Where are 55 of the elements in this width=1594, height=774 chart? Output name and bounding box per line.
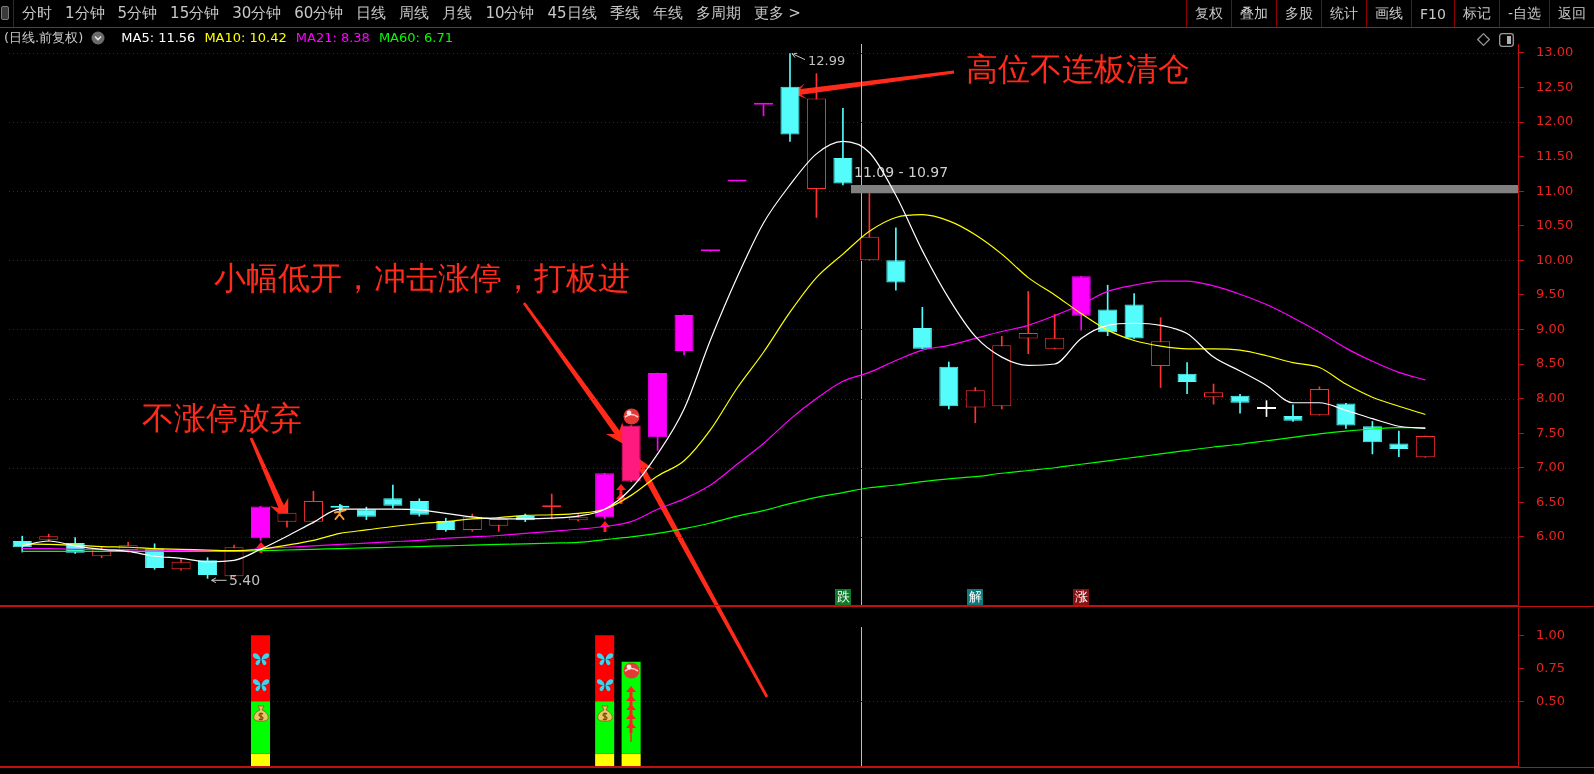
annotation: 跌 [835,589,851,605]
text: MA5: 11.56 [121,30,196,45]
text: 分时 [22,4,52,23]
annotation: 不涨停放弃 [142,399,302,437]
chart-title: (日线.前复权) [4,28,84,47]
y-tick-label: 10.50 [1536,217,1574,233]
y-tick-label: 11.00 [1536,182,1574,198]
y-tick-label: 0.50 [1536,692,1565,708]
text: F10 [1411,0,1454,27]
text: 多股 [1276,0,1322,27]
text: -自选 [1498,0,1549,27]
annotation: 解 [967,589,983,605]
annotation: 涨 [1073,589,1089,605]
y-tick-label: 7.00 [1536,459,1565,475]
y-tick-label: 12.00 [1536,113,1574,129]
text: 返回 [1549,0,1594,27]
text: 30分钟 [232,4,282,23]
y-tick-label: 8.00 [1536,389,1565,405]
text: 1分钟 [65,4,105,23]
text: 更多 > [753,4,801,23]
y-tick-label: 9.00 [1536,320,1565,336]
annotation: 高位不连板清仓 [966,50,1190,88]
y-tick-label: 6.00 [1536,528,1565,544]
text: 叠加 [1231,0,1277,27]
text: 年线 [652,4,683,23]
y-tick-label: 0.75 [1536,659,1565,675]
text: 季线 [609,4,640,23]
text: MA60: 6.71 [378,30,453,45]
y-tick-label: 8.50 [1536,355,1565,371]
text: 5分钟 [117,4,158,23]
y-tick-label: 12.50 [1536,78,1574,94]
text: 月线 [442,4,473,23]
text: 45日线 [547,4,597,23]
y-tick-label: 9.50 [1536,286,1565,302]
annotation: 12.99 [808,53,846,68]
text: MA21: 8.38 [295,30,370,45]
text: 10分钟 [485,4,535,23]
text: 多周期 [695,4,741,23]
text: 复权 [1186,0,1232,27]
annotation: 小幅低开，冲击涨停，打板进 [214,259,630,297]
text: 周线 [399,4,430,23]
y-tick-label: 6.50 [1536,493,1565,509]
text: 日线 [356,4,387,23]
y-tick-label: 13.00 [1536,44,1574,60]
text: 画线 [1366,0,1412,27]
y-tick-label: 11.50 [1536,147,1574,163]
y-tick-label: 7.50 [1536,424,1565,440]
y-tick-label: 1.00 [1536,626,1565,642]
annotation: 5.40 [229,572,261,588]
text: 统计 [1321,0,1367,27]
text: 60分钟 [294,4,344,23]
text: 标记 [1453,0,1499,27]
text: 15分钟 [170,4,220,23]
text: MA10: 10.42 [204,30,287,45]
y-tick-label: 10.00 [1536,251,1574,267]
